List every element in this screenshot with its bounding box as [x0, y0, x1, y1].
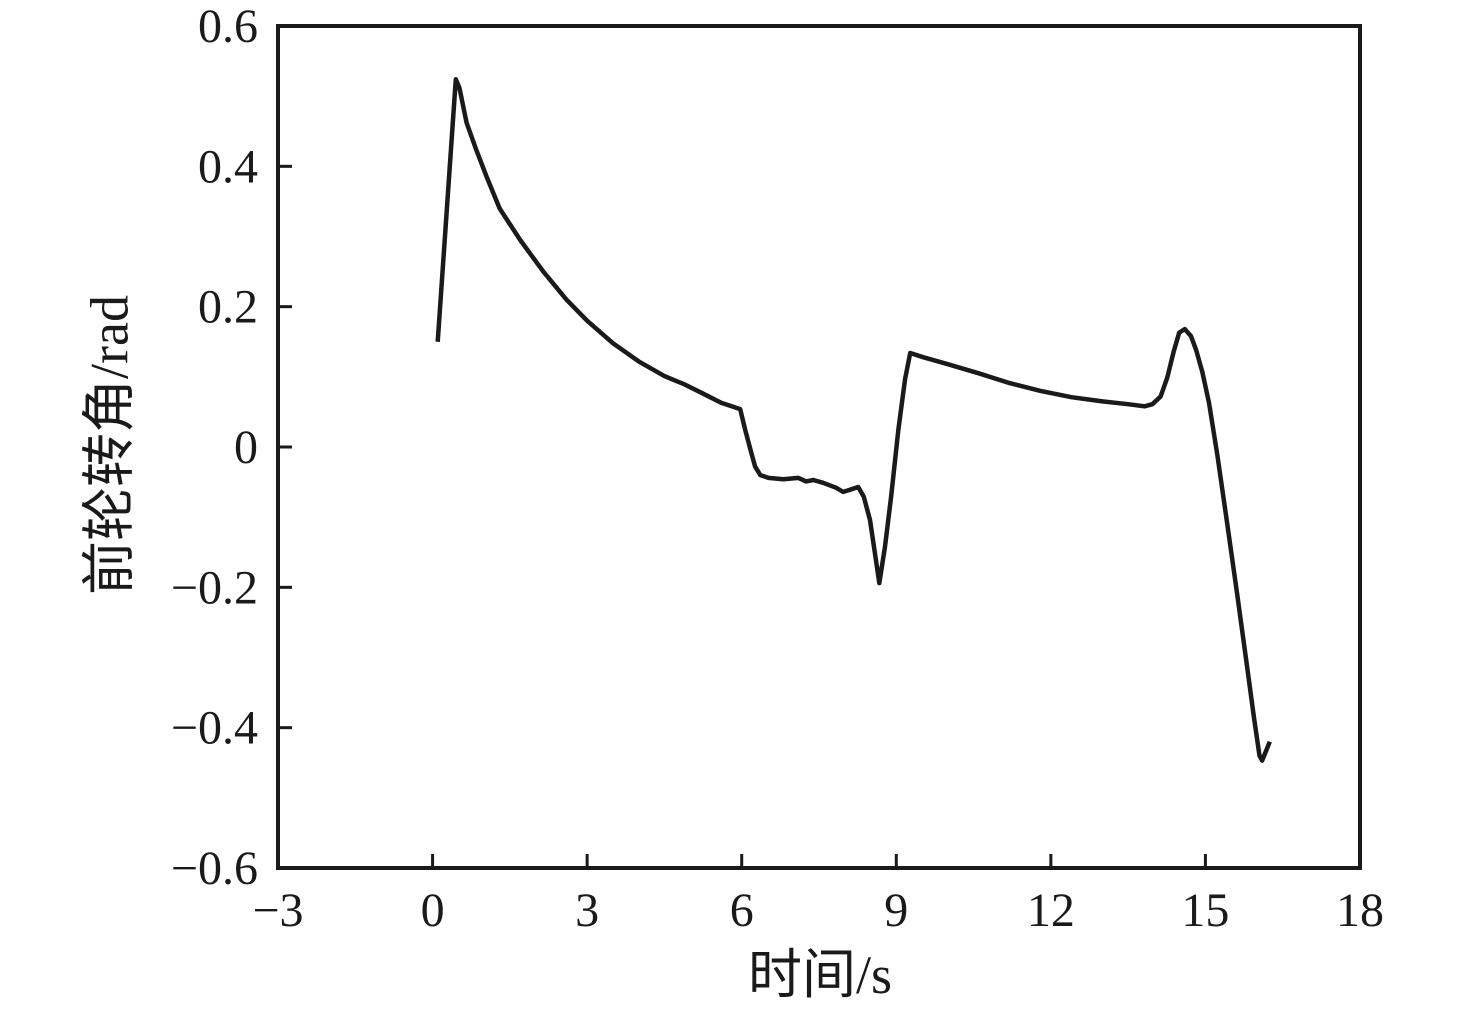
x-tick-label: 3 — [575, 884, 599, 937]
y-tick-label: 0 — [234, 421, 258, 474]
y-tick-label: 0.6 — [198, 0, 258, 53]
y-tick-label: 0.4 — [198, 140, 258, 193]
x-tick-label: 6 — [730, 884, 754, 937]
x-tick-label: 12 — [1027, 884, 1075, 937]
y-tick-label: −0.2 — [171, 561, 258, 614]
plot-border — [276, 24, 1362, 870]
x-axis-label: 时间/s — [747, 945, 893, 1005]
x-tick-label: 9 — [884, 884, 908, 937]
y-tick-label: 0.2 — [198, 281, 258, 334]
data-line — [435, 77, 1272, 763]
y-tick-label: −0.4 — [171, 702, 258, 755]
x-tick-label: −3 — [252, 884, 303, 937]
x-tick-label: 0 — [421, 884, 445, 937]
x-tick-label: 15 — [1181, 884, 1229, 937]
y-axis-label: 前轮转角/rad — [79, 295, 140, 595]
y-tick-label: −0.6 — [171, 842, 258, 895]
x-tick-label: 18 — [1336, 884, 1384, 937]
